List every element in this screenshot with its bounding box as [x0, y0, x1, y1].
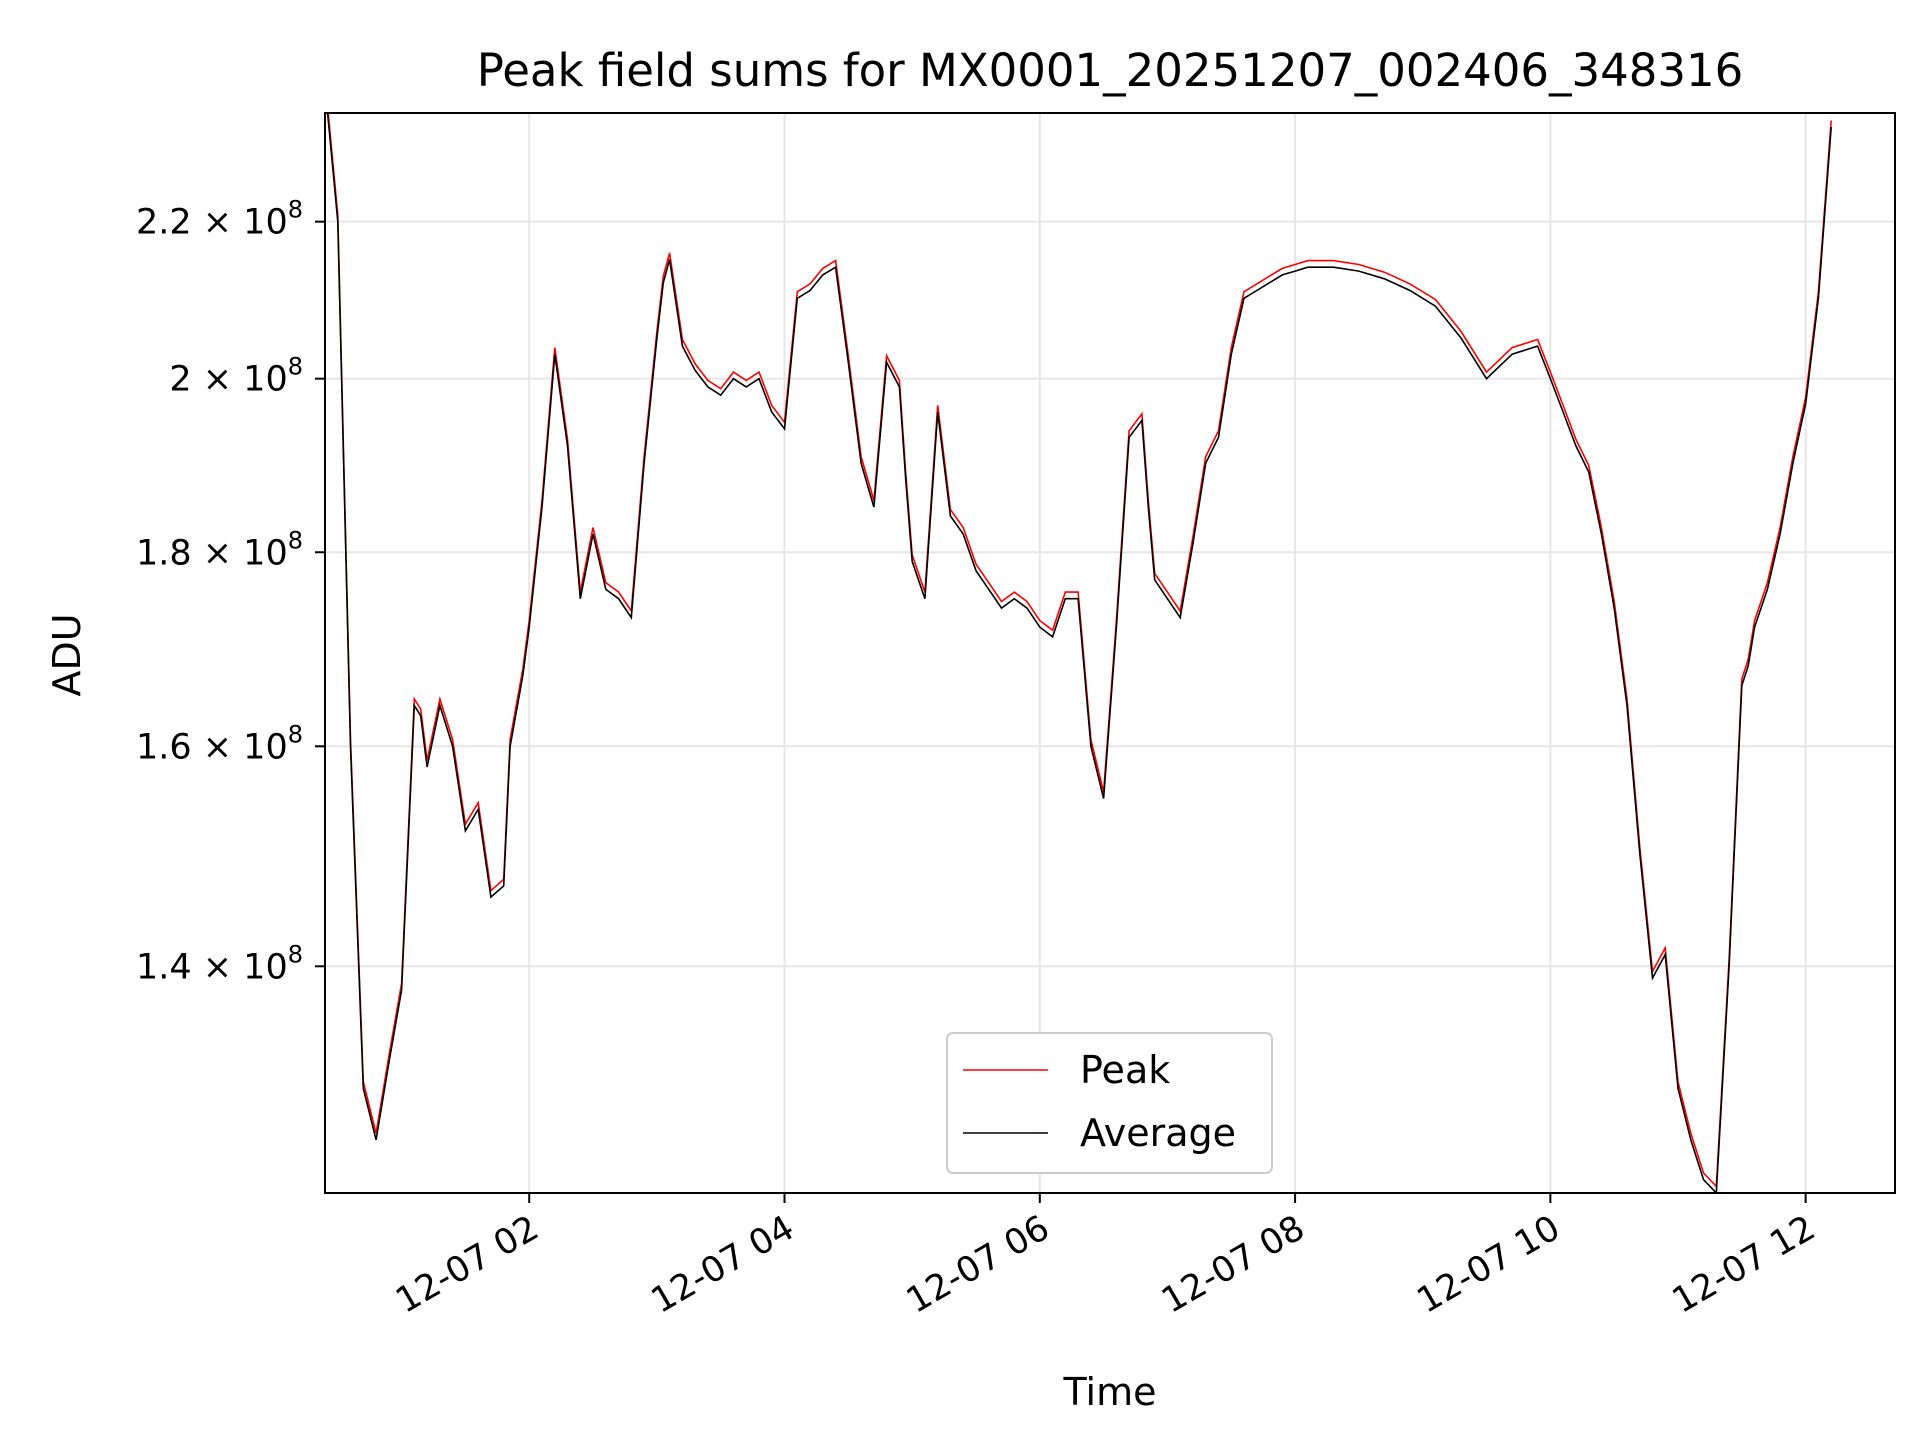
x-tick-label: 12-07 04 [645, 1208, 801, 1321]
series-line-average [326, 113, 1832, 1193]
x-tick-label: 12-07 02 [389, 1208, 545, 1321]
y-axis: 1.4 × 108 1.6 × 108 1.8 × 108 2 × 108 2.2 × … [136, 196, 325, 987]
grid [325, 113, 1895, 1193]
legend-box [946, 1032, 1273, 1174]
plot-frame [324, 112, 1896, 1194]
chart-title: Peak field sums for MX0001_20251207_0024… [477, 44, 1744, 97]
y-tick-label: 1.6 × 108 [136, 720, 303, 767]
x-tick-label: 12-07 08 [1155, 1208, 1311, 1321]
series-line-peak [327, 113, 1832, 1189]
x-axis: 12-07 02 12-07 04 12-07 06 12-07 08 12-07 10… [389, 1193, 1822, 1321]
x-tick-label: 12-07 12 [1666, 1208, 1822, 1321]
x-tick-label: 12-07 06 [900, 1208, 1056, 1321]
y-axis-label: ADU [45, 613, 89, 696]
y-tick-label: 1.4 × 108 [136, 940, 303, 987]
legend-label-average: Average [1080, 1111, 1236, 1155]
x-tick-label: 12-07 10 [1411, 1208, 1567, 1321]
y-tick-label: 2 × 108 [169, 353, 303, 400]
legend: Peak Average [946, 1032, 1273, 1174]
legend-label-peak: Peak [1080, 1048, 1170, 1092]
y-tick-label: 1.8 × 108 [136, 526, 303, 573]
y-tick-label: 2.2 × 108 [136, 196, 303, 243]
x-axis-label: Time [1063, 1370, 1157, 1414]
